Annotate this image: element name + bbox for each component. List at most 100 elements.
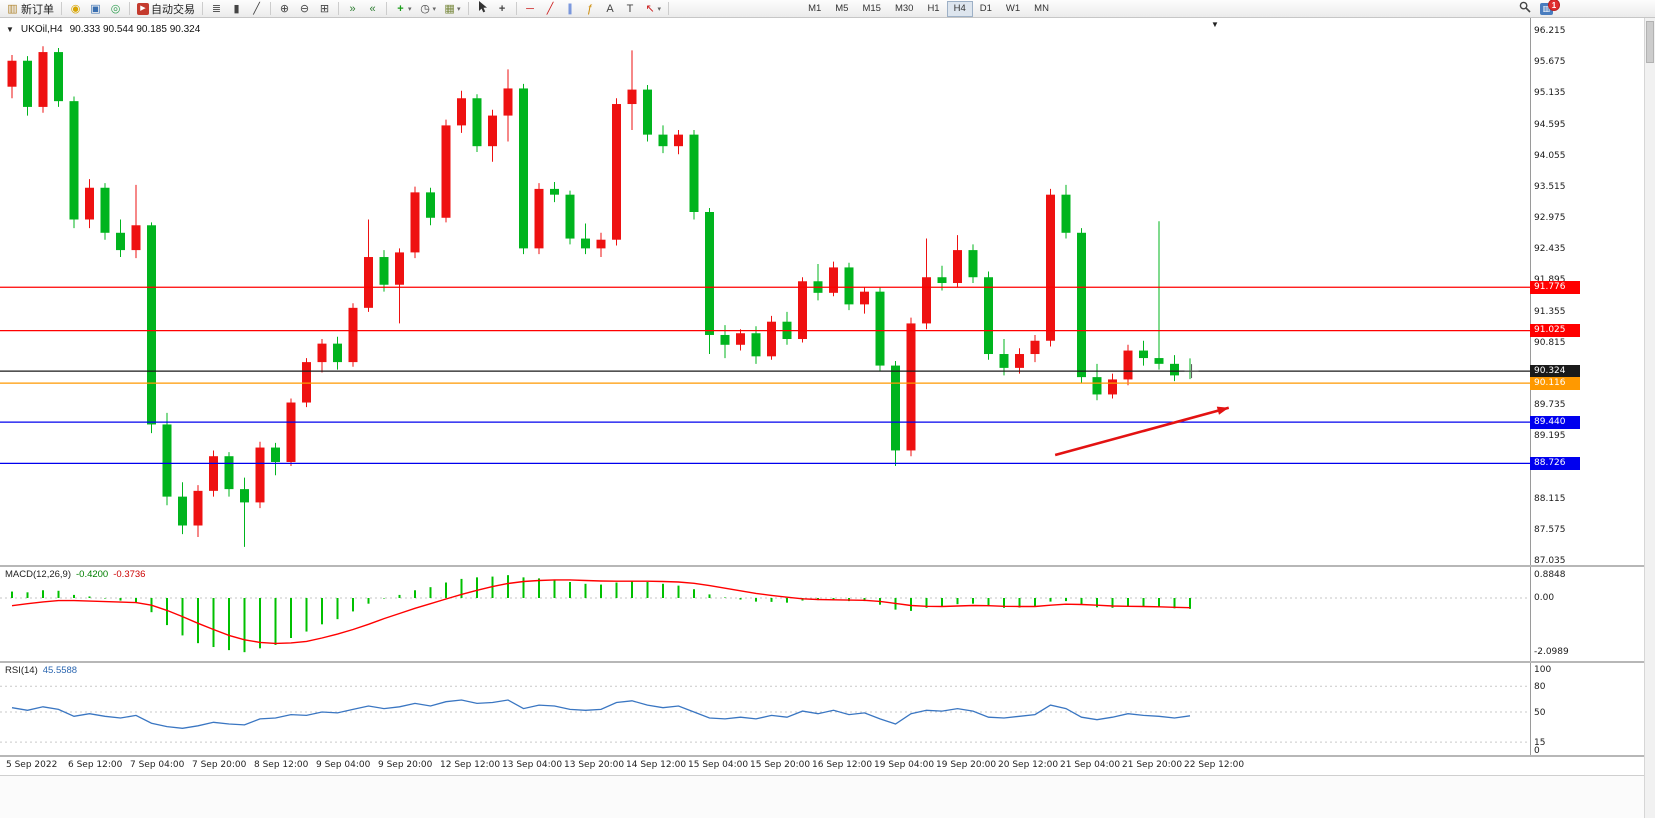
toolbar-separator <box>515 2 517 15</box>
rsi-pane[interactable] <box>0 663 1530 755</box>
bell-icon: ◉ <box>70 2 81 15</box>
dropdown-caret-icon: ▾ <box>657 5 662 13</box>
time-axis-label: 9 Sep 04:00 <box>316 760 371 770</box>
bar-chart-icon: ≣ <box>211 2 222 15</box>
axis-label: -2.0989 <box>1534 647 1569 658</box>
label-tool-icon: T <box>626 2 634 15</box>
time-axis-label: 13 Sep 20:00 <box>564 760 625 770</box>
crosshair-tool-button[interactable]: + <box>493 1 512 17</box>
zoom-in-icon: ⊕ <box>279 2 290 15</box>
macd-pane[interactable] <box>0 567 1530 661</box>
axis-label: 94.595 <box>1534 119 1566 130</box>
toolbar-separator <box>61 2 62 15</box>
alerts-button[interactable]: ◉ <box>66 1 85 17</box>
chart-shift-marker-icon[interactable]: ▼ <box>1211 20 1219 29</box>
auto-scroll-button[interactable]: » <box>343 1 362 17</box>
price-chart[interactable] <box>0 22 1530 565</box>
horizontal-line-icon: ─ <box>526 2 534 15</box>
timeframe-M15[interactable]: M15 <box>862 2 881 14</box>
axis-label: 0 <box>1534 746 1540 756</box>
terminal-button[interactable]: ▣ <box>86 1 105 17</box>
time-axis-label: 21 Sep 20:00 <box>1122 760 1183 770</box>
chart-ohlc-values: 90.333 90.544 90.185 90.324 <box>69 24 201 35</box>
horizontal-line-tool-button[interactable]: ─ <box>521 1 540 17</box>
axis-label: 91.895 <box>1534 275 1566 285</box>
time-axis-label: 6 Sep 12:00 <box>68 760 123 770</box>
trendline-tool-button[interactable]: ╱ <box>541 1 560 17</box>
indicators-button[interactable]: + ▾ <box>391 1 415 17</box>
notifications-button[interactable]: ▥ 1 <box>1540 0 1560 16</box>
price-tag-90.116: 90.116 <box>1530 376 1580 390</box>
line-chart-icon: ╱ <box>253 2 260 15</box>
price-tag-91.025: 91.025 <box>1530 324 1580 338</box>
community-button[interactable]: ◎ <box>106 1 125 17</box>
timeframe-M30[interactable]: M30 <box>894 2 914 14</box>
scrollbar-thumb[interactable] <box>1646 21 1654 63</box>
axis-label: 88.115 <box>1534 493 1566 504</box>
channel-tool-button[interactable]: ∥ <box>561 1 580 17</box>
fibonacci-tool-button[interactable]: ƒ <box>581 1 600 17</box>
axis-label: 96.215 <box>1534 26 1566 36</box>
cursor-tool-button[interactable] <box>473 0 492 17</box>
axis-label: 92.975 <box>1534 213 1566 224</box>
text-tool-icon: A <box>606 2 614 15</box>
pane-splitter <box>0 755 1644 757</box>
periods-button[interactable]: ◷ ▾ <box>416 1 440 17</box>
chart-shift-button[interactable]: « <box>363 1 382 17</box>
chart-shift-icon: « <box>369 2 376 15</box>
community-icon: ◎ <box>110 2 121 15</box>
axis-label: 100 <box>1534 665 1552 675</box>
zoom-in-button[interactable]: ⊕ <box>275 1 294 17</box>
timeframe-MN[interactable]: MN <box>1034 2 1049 14</box>
toolbar-separator <box>202 2 203 15</box>
timeframe-W1[interactable]: W1 <box>1005 2 1021 14</box>
text-tool-button[interactable]: A <box>601 1 620 17</box>
axis-label: 93.515 <box>1534 181 1566 192</box>
template-icon: ▦ <box>444 2 455 15</box>
toolbar-separator <box>270 2 271 15</box>
dropdown-caret-icon: ▾ <box>457 5 461 13</box>
zoom-out-button[interactable]: ⊖ <box>295 1 314 17</box>
time-axis[interactable]: 5 Sep 2022 6 Sep 12:00 7 Sep 04:00 7 Sep 20… <box>0 757 1644 775</box>
toolbar-right-tools: ▥ 1 <box>1515 0 1560 17</box>
timeframe-H4[interactable]: H4 <box>946 0 973 17</box>
search-button[interactable] <box>1515 1 1534 17</box>
axis-label: 50 <box>1534 708 1546 718</box>
timeframe-M5[interactable]: M5 <box>835 2 849 14</box>
vertical-scrollbar[interactable] <box>1644 18 1655 818</box>
timeframe-buttons: M1 M5 M15 M30 H1 H4 D1 W1 MN <box>801 0 1056 17</box>
toolbar-separator <box>129 2 130 15</box>
toolbar-separator <box>467 2 469 15</box>
axis-label: 95.675 <box>1534 57 1566 68</box>
chart-symbol-label: UKOil,H4 <box>20 24 63 35</box>
axis-label: 87.035 <box>1534 556 1566 566</box>
search-icon <box>1518 1 1531 17</box>
new-order-icon: ▥ <box>7 2 18 15</box>
rsi-name: RSI(14) <box>5 665 38 676</box>
line-chart-button[interactable]: ╱ <box>247 1 266 17</box>
axis-label: 89.735 <box>1534 400 1566 411</box>
time-axis-label: 13 Sep 04:00 <box>502 760 563 770</box>
pane-splitter[interactable] <box>0 661 1644 663</box>
toolbar-separator <box>338 2 339 15</box>
pane-splitter[interactable] <box>0 565 1644 567</box>
axis-label: 87.575 <box>1534 524 1566 535</box>
time-axis-label: 19 Sep 04:00 <box>874 760 935 770</box>
timeframe-D1[interactable]: D1 <box>979 2 992 14</box>
candlestick-chart-button[interactable]: ▮ <box>227 1 246 17</box>
timeframe-M1[interactable]: M1 <box>808 2 822 14</box>
axis-label: 94.055 <box>1534 150 1566 161</box>
tile-windows-button[interactable]: ⊞ <box>315 1 334 17</box>
time-axis-label: 15 Sep 04:00 <box>688 760 749 770</box>
new-order-button[interactable]: ▥ 新订单 <box>3 1 57 17</box>
bar-chart-button[interactable]: ≣ <box>207 1 226 17</box>
time-axis-label: 14 Sep 12:00 <box>626 760 687 770</box>
templates-button[interactable]: ▦ ▾ <box>440 1 464 17</box>
terminal-icon: ▣ <box>90 2 101 15</box>
one-click-trading-toggle[interactable]: ▼ <box>6 25 14 34</box>
timeframe-H1[interactable]: H1 <box>927 2 940 14</box>
price-tag-90.324: 90.324 <box>1530 364 1580 378</box>
autotrading-button[interactable]: ▶ 自动交易 <box>134 1 198 17</box>
arrows-tool-button[interactable]: ↖ ▾ <box>641 1 665 17</box>
label-tool-button[interactable]: T <box>621 1 640 17</box>
